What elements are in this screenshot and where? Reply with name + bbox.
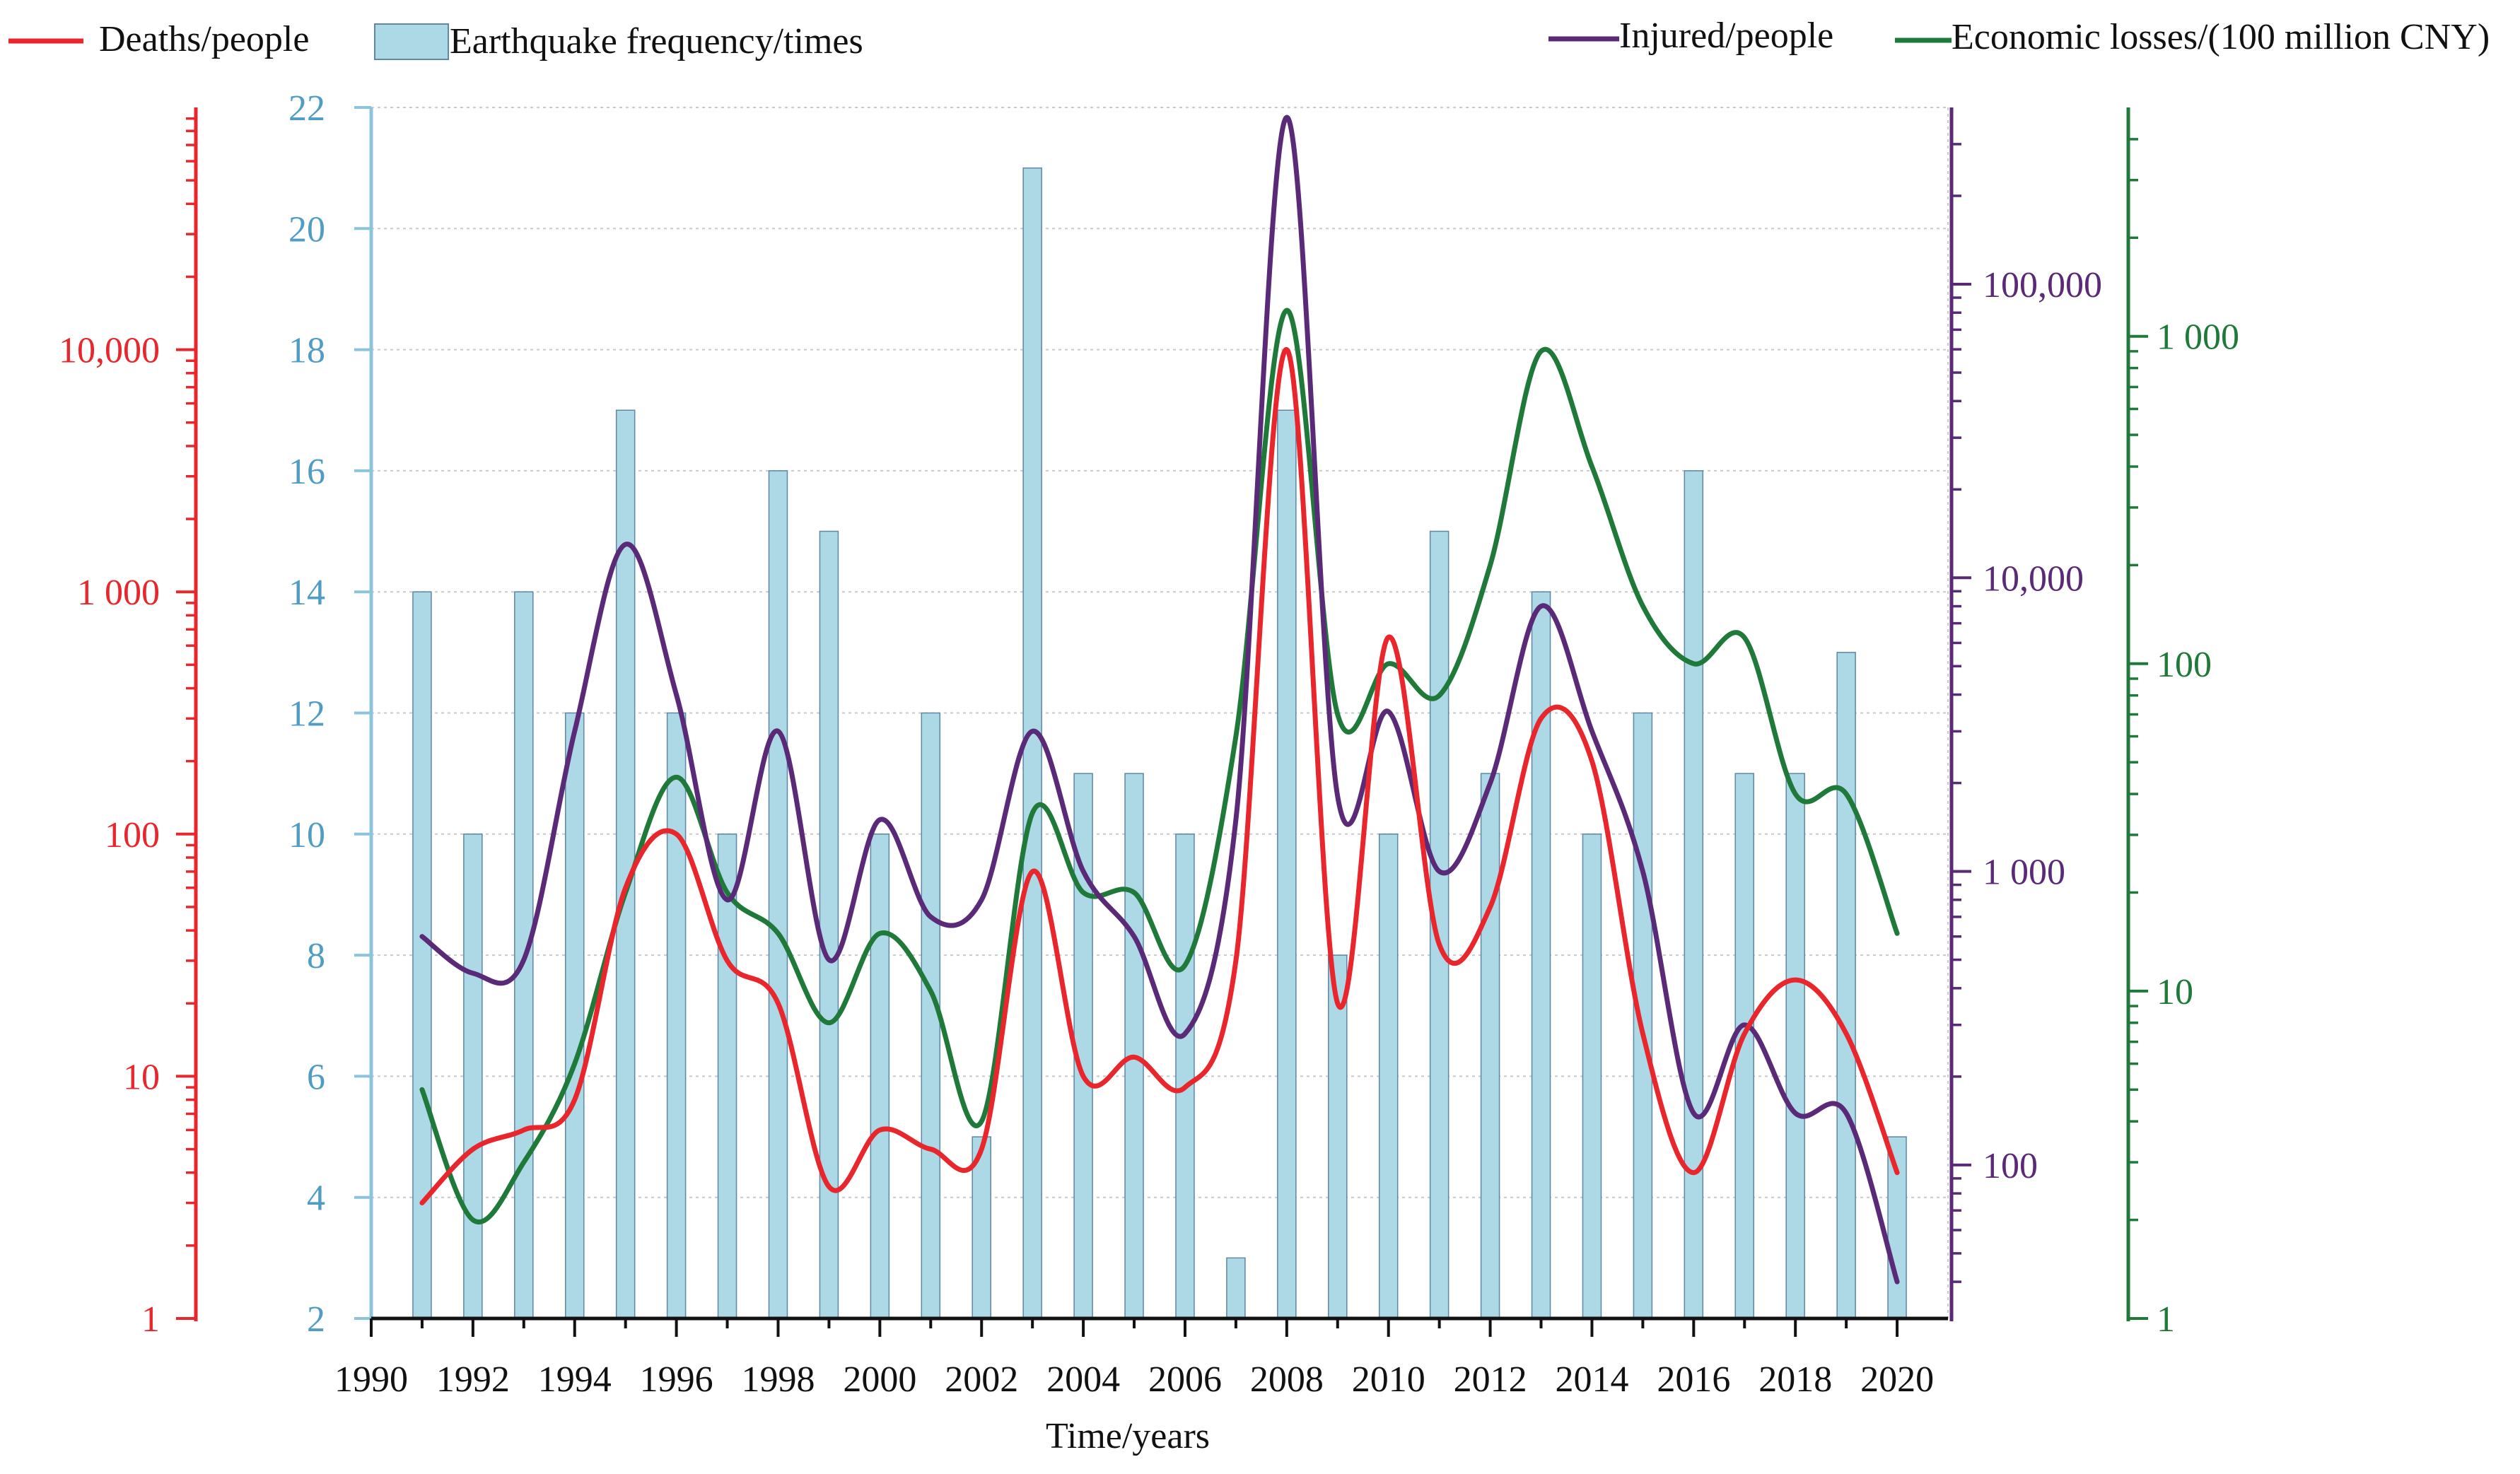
axes: 1 10 100 1 000 10,000 100 1 000 10,000 100,000 1 1…: [59, 88, 2239, 1400]
x-tick-label: 2020: [1860, 1359, 1934, 1400]
frequency-bar: [870, 833, 890, 1319]
frequency-tick-label: 6: [307, 1057, 325, 1097]
series-lines: [419, 115, 1900, 1285]
x-tick-label: 1998: [741, 1359, 815, 1400]
legend-frequency-label: Earthquake frequency/times: [450, 21, 863, 62]
x-tick-label: 1994: [538, 1359, 612, 1400]
frequency-bar: [412, 591, 432, 1319]
frequency-bars: [412, 167, 1907, 1319]
frequency-bar: [1836, 652, 1856, 1319]
frequency-bar: [1531, 591, 1551, 1319]
frequency-tick-label: 12: [288, 694, 325, 735]
frequency-bar: [1277, 409, 1297, 1319]
losses-tick-label: 1 000: [2157, 317, 2239, 358]
injured-tick-label: 100,000: [1983, 265, 2102, 305]
deaths-tick-label: 1 000: [77, 573, 160, 613]
frequency-tick-label: 16: [288, 452, 325, 492]
x-tick-label: 1996: [640, 1359, 713, 1400]
injured-tick-label: 1 000: [1983, 853, 2065, 893]
x-tick-label: 2006: [1148, 1359, 1222, 1400]
x-tick-label: 1990: [334, 1359, 408, 1400]
frequency-bar: [1328, 954, 1348, 1319]
frequency-tick-label: 20: [288, 209, 325, 250]
losses-tick-label: 1: [2157, 1299, 2175, 1340]
deaths-tick-label: 10: [123, 1057, 160, 1097]
losses-tick-label: 10: [2157, 972, 2193, 1012]
legend-injured-label: Injured/people: [1619, 16, 1833, 56]
legend-deaths-label: Deaths/people: [99, 19, 309, 59]
x-tick-label: 2002: [945, 1359, 1018, 1400]
legend-losses-label: Economic losses/(100 million CNY): [1952, 17, 2490, 57]
frequency-tick-label: 8: [307, 936, 325, 976]
deaths-tick-label: 1: [141, 1299, 160, 1340]
losses-tick-label: 100: [2157, 645, 2212, 685]
x-tick-label: 2012: [1454, 1359, 1527, 1400]
losses-line: [419, 308, 1900, 1224]
frequency-bar: [768, 470, 788, 1319]
frequency-bar: [1684, 470, 1704, 1319]
frequency-bar: [717, 833, 737, 1319]
frequency-bar: [1785, 773, 1805, 1319]
legend: Deaths/people Earthquake frequency/times…: [8, 16, 2490, 62]
frequency-bar: [1175, 833, 1195, 1319]
x-tick-label: 2000: [843, 1359, 916, 1400]
x-tick-label: 1992: [436, 1359, 510, 1400]
frequency-bar: [1582, 833, 1602, 1319]
injured-tick-label: 10,000: [1983, 558, 2084, 599]
deaths-line: [419, 347, 1900, 1205]
x-tick-label: 2010: [1352, 1359, 1425, 1400]
frequency-bar: [921, 712, 941, 1319]
frequency-tick-label: 18: [288, 331, 325, 371]
x-tick-label: 2014: [1555, 1359, 1628, 1400]
x-axis-title: Time/years: [1046, 1416, 1210, 1456]
frequency-tick-label: 4: [307, 1178, 325, 1219]
legend-frequency-swatch: [374, 23, 449, 60]
injured-tick-label: 100: [1983, 1146, 2038, 1186]
frequency-bar: [615, 409, 636, 1319]
deaths-tick-label: 10,000: [59, 331, 160, 371]
frequency-tick-label: 10: [288, 815, 325, 855]
x-tick-label: 2018: [1758, 1359, 1832, 1400]
frequency-bar: [463, 833, 483, 1319]
frequency-bar: [1480, 773, 1500, 1319]
frequency-bar: [1124, 773, 1144, 1319]
frequency-tick-label: 14: [288, 573, 325, 613]
x-tick-label: 2016: [1657, 1359, 1730, 1400]
frequency-tick-label: 22: [288, 88, 325, 129]
frequency-tick-label: 2: [307, 1299, 325, 1340]
x-tick-label: 2004: [1046, 1359, 1120, 1400]
frequency-bar: [1887, 1136, 1907, 1319]
frequency-bar: [564, 712, 585, 1319]
frequency-bar: [666, 712, 687, 1319]
frequency-bar: [1378, 833, 1399, 1319]
injured-line: [419, 115, 1900, 1285]
frequency-bar: [1073, 773, 1093, 1319]
frequency-bar: [1226, 1257, 1246, 1319]
deaths-tick-label: 100: [105, 815, 160, 855]
x-tick-label: 2008: [1250, 1359, 1324, 1400]
frequency-bar: [819, 530, 839, 1319]
